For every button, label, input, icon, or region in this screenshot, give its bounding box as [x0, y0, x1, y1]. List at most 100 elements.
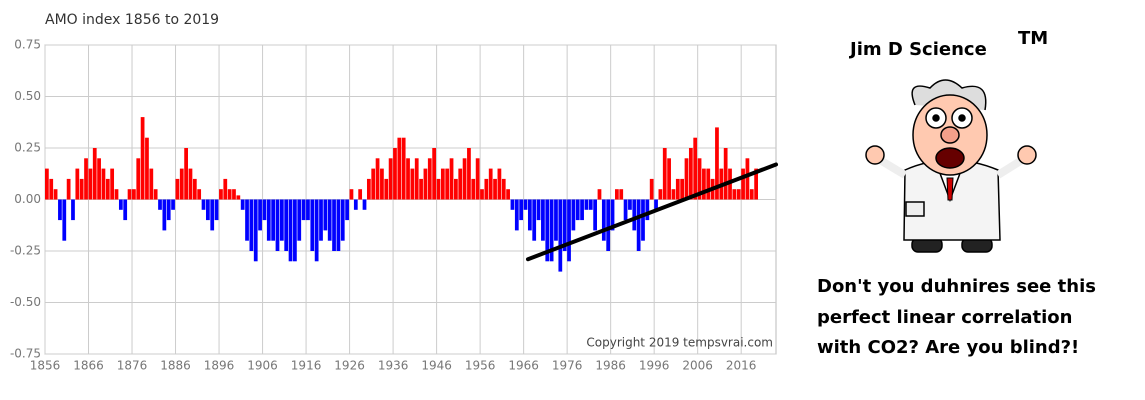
bar: [388, 158, 393, 200]
bar: [741, 168, 745, 200]
bar: [192, 178, 197, 200]
bar: [118, 199, 123, 210]
x-tick-label: 2006: [682, 359, 713, 373]
bar: [588, 199, 593, 210]
x-tick-label: 1926: [334, 359, 365, 373]
bar: [427, 158, 432, 200]
bar: [645, 199, 650, 221]
x-tick-label: 1866: [73, 359, 104, 373]
bar: [249, 199, 254, 251]
bar: [362, 199, 367, 210]
bar: [532, 199, 537, 241]
bar: [366, 178, 371, 200]
bar: [171, 199, 175, 210]
bar: [188, 168, 193, 200]
bar: [445, 168, 450, 200]
caption-line: Don't you duhnires see this: [817, 276, 1096, 297]
bar: [732, 189, 737, 200]
bar: [279, 199, 284, 241]
y-tick-label: 0.50: [14, 89, 41, 103]
bar: [697, 158, 702, 200]
bar: [353, 199, 358, 210]
bar: [284, 199, 289, 251]
bar: [310, 199, 315, 251]
bar: [649, 178, 654, 200]
bar: [145, 137, 149, 200]
bar: [166, 199, 171, 221]
bar: [101, 168, 106, 200]
bar: [675, 178, 680, 200]
bar: [158, 199, 162, 210]
x-tick-label: 1916: [291, 359, 322, 373]
bar: [514, 199, 519, 231]
bar: [271, 199, 276, 241]
bar: [214, 199, 219, 221]
bar: [749, 189, 754, 200]
bar: [597, 189, 602, 200]
bar: [575, 199, 580, 221]
bar: [149, 168, 154, 200]
bar: [467, 148, 471, 200]
bar: [606, 199, 611, 251]
bar: [454, 178, 458, 200]
bar: [201, 199, 206, 210]
bar: [423, 168, 428, 200]
bar: [175, 178, 180, 200]
x-tick-label: 1976: [552, 359, 583, 373]
y-tick-label: 0.25: [14, 141, 41, 155]
bar: [210, 199, 215, 231]
bar: [66, 178, 71, 200]
bar: [45, 168, 49, 200]
x-tick-label: 1876: [117, 359, 148, 373]
bar: [571, 199, 576, 231]
bar: [458, 168, 463, 200]
bar: [288, 199, 293, 262]
bar: [536, 199, 541, 221]
bar: [406, 158, 410, 200]
x-tick-label: 1966: [508, 359, 539, 373]
bar: [306, 199, 310, 221]
bar: [345, 199, 349, 221]
bar: [92, 148, 97, 200]
bar: [197, 189, 202, 200]
bar: [327, 199, 332, 241]
bar: [593, 199, 598, 231]
bar: [332, 199, 336, 251]
trend-line: [525, 162, 778, 262]
bar: [266, 199, 271, 241]
bar: [449, 158, 454, 200]
bar: [71, 199, 75, 221]
trademark: TM: [1018, 28, 1048, 49]
bar: [580, 199, 584, 221]
bar: [671, 189, 676, 200]
bar: [349, 189, 354, 200]
bar: [127, 189, 132, 200]
bar: [567, 199, 571, 262]
bar: [654, 199, 658, 210]
bar: [297, 199, 302, 241]
bar: [258, 199, 262, 231]
bar: [262, 199, 267, 221]
bar: [419, 178, 423, 200]
bar: [462, 158, 467, 200]
bar: [205, 199, 210, 221]
bar: [53, 189, 58, 200]
bar: [519, 199, 524, 221]
bar: [114, 189, 119, 200]
bar: [623, 199, 628, 221]
bar: [162, 199, 167, 231]
sidebar-title: Jim D Science: [848, 39, 987, 60]
bar: [702, 168, 706, 200]
bar: [275, 199, 280, 251]
bar: [745, 158, 750, 200]
bar: [401, 137, 406, 200]
x-tick-label: 1856: [30, 359, 61, 373]
y-tick-label: -0.50: [10, 295, 41, 309]
bar: [541, 199, 545, 241]
bar: [79, 178, 84, 200]
bar: [179, 168, 184, 200]
y-tick-label: -0.75: [10, 347, 41, 361]
bar: [58, 199, 62, 221]
bar: [715, 127, 719, 200]
